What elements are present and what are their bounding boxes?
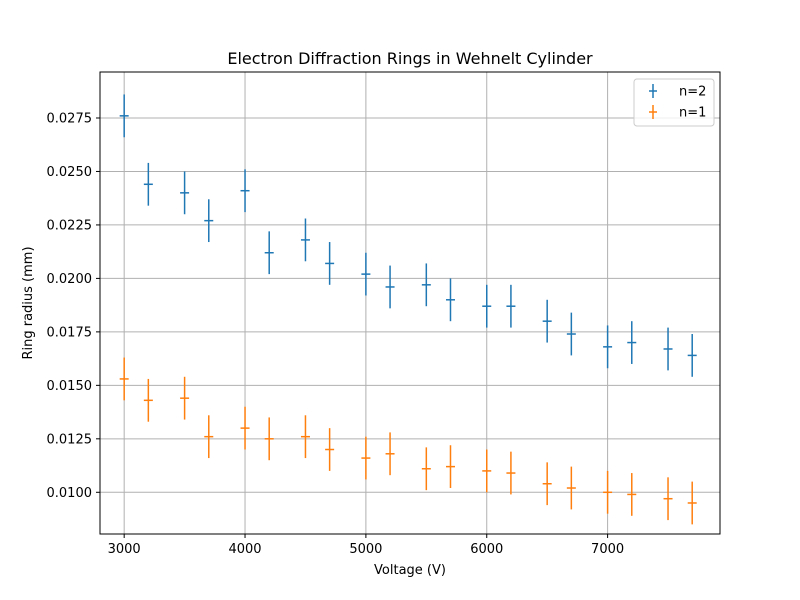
legend: n=2n=1: [633, 78, 715, 127]
x-tick-label: 3000: [108, 542, 141, 557]
x-axis-ticks: 3000 4000 5000 6000 7000: [108, 534, 624, 557]
y-tick-label: 0.0200: [47, 272, 93, 287]
x-axis-label: Voltage (V): [374, 563, 446, 578]
y-tick-label: 0.0150: [47, 379, 93, 394]
x-tick-label: 7000: [591, 542, 624, 557]
y-tick-label: 0.0125: [47, 432, 93, 447]
error-bars: [123, 94, 693, 525]
legend-label: n=2: [679, 85, 706, 100]
grid-lines: [100, 72, 720, 534]
data-points: [119, 115, 697, 504]
y-tick-label: 0.0100: [47, 486, 93, 501]
x-tick-label: 6000: [470, 542, 503, 557]
y-tick-label: 0.0225: [47, 218, 93, 233]
x-tick-label: 4000: [228, 542, 261, 557]
y-tick-label: 0.0275: [47, 111, 93, 126]
y-tick-label: 0.0175: [47, 325, 93, 340]
x-tick-label: 5000: [349, 542, 382, 557]
plot-area-frame: [99, 71, 721, 535]
y-axis-ticks: 0.0100 0.0125 0.0150 0.0175 0.0200 0.0225 0.02…: [47, 111, 100, 501]
legend-label: n=1: [679, 106, 706, 121]
chart-title: Electron Diffraction Rings in Wehnelt Cy…: [227, 49, 593, 68]
y-axis-label: Ring radius (mm): [21, 246, 36, 359]
y-tick-label: 0.0250: [47, 165, 93, 180]
